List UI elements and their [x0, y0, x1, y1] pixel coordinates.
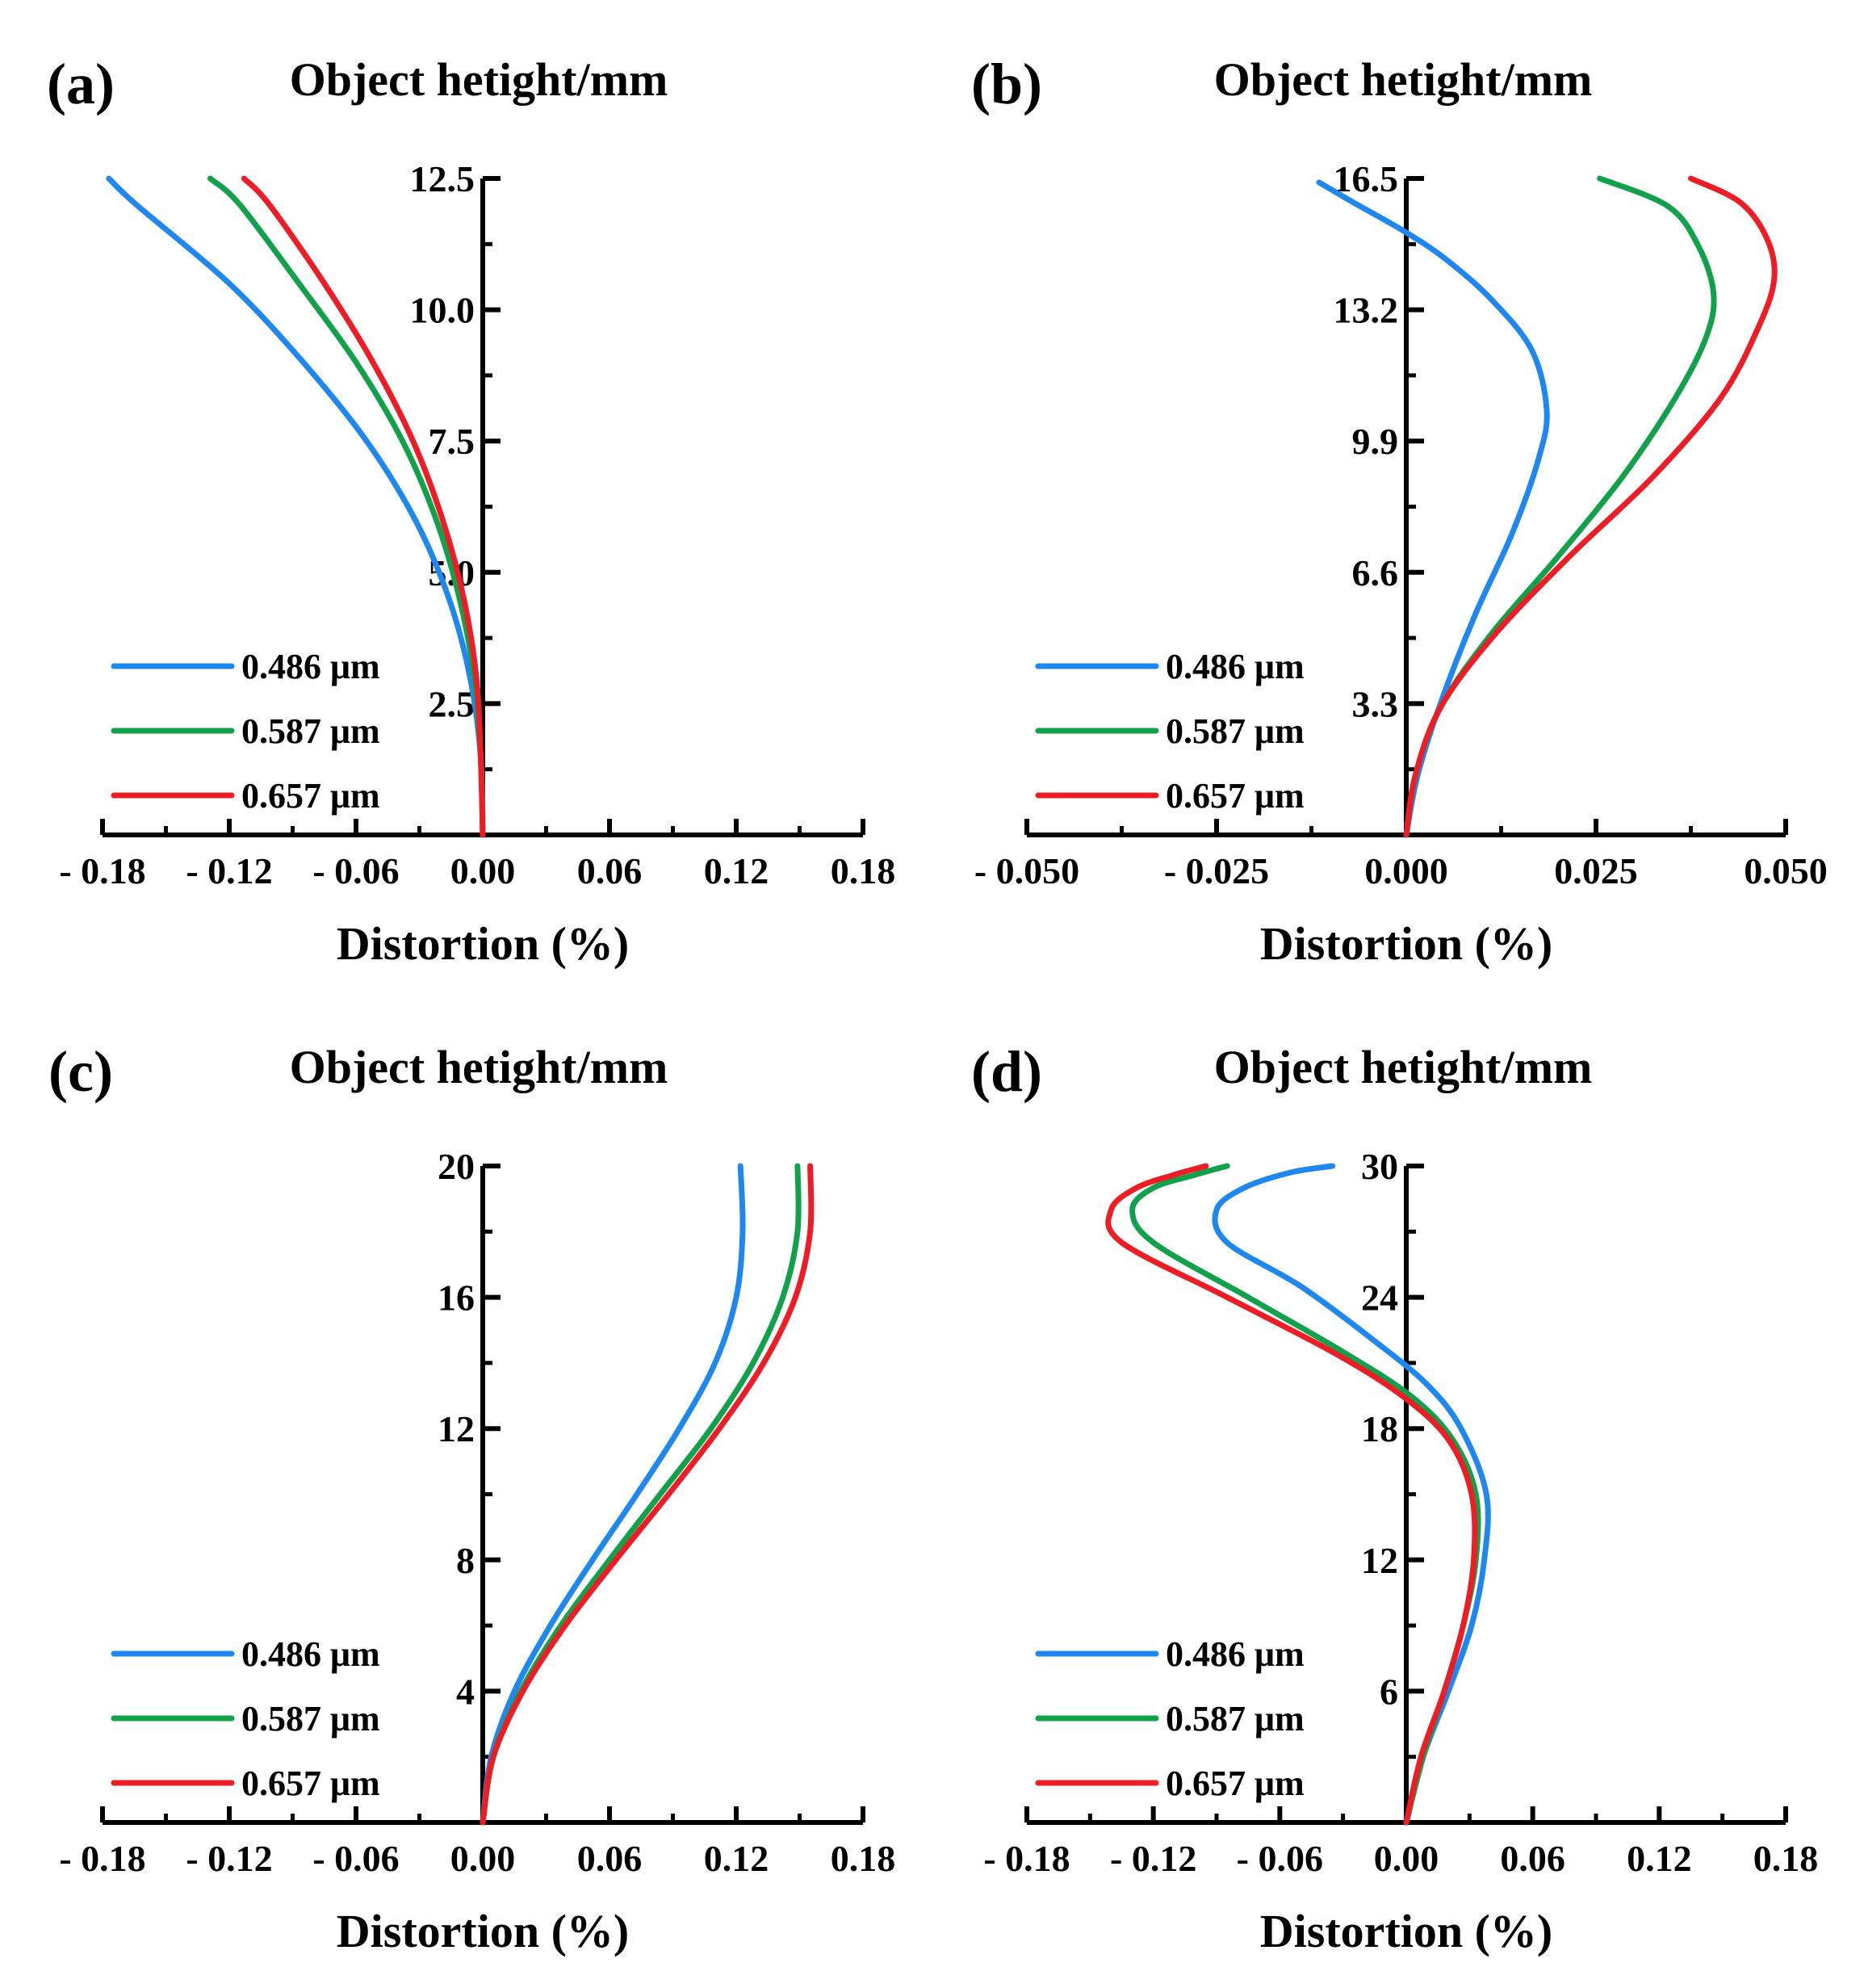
y-axis-title: Object hetight/mm	[1214, 1041, 1593, 1093]
chart-panel-a: (a) Object hetight/mm - 0.18 - 0.12 - 0.06 0.…	[47, 52, 895, 970]
legend-label-2: 0.587 μm	[241, 1699, 380, 1738]
series-line-2	[480, 1163, 802, 1826]
y-tick-label: 16.5	[1334, 158, 1399, 199]
y-tick-label: 3.3	[1352, 683, 1399, 724]
chart-panel-c: (c) Object hetight/mm - 0.18 - 0.12 - 0.06 0.…	[48, 1039, 895, 1957]
x-tick-label: 0.06	[1500, 1838, 1565, 1879]
y-tick-label: 9.9	[1352, 421, 1399, 462]
y-tick-label: 6.6	[1352, 552, 1399, 593]
x-tick-label: - 0.025	[1164, 850, 1269, 891]
legend-label-3: 0.657 μm	[241, 1764, 380, 1803]
x-tick-label: 0.00	[450, 1838, 516, 1879]
x-tick-label: - 0.06	[312, 1838, 399, 1879]
x-tick-label: 0.12	[704, 850, 769, 891]
series-line-1	[480, 1163, 746, 1826]
x-tick-label: 0.12	[1627, 1838, 1692, 1879]
legend-label-3: 0.657 μm	[1166, 1764, 1305, 1803]
x-tick-label: - 0.050	[974, 850, 1079, 891]
y-tick-label: 6	[1380, 1671, 1398, 1712]
y-tick-label: 12.5	[410, 158, 475, 199]
series-line-3	[241, 175, 486, 838]
y-tick-label: 13.2	[1334, 290, 1399, 331]
x-tick-label: - 0.18	[59, 1838, 145, 1879]
x-tick-label: 0.06	[577, 850, 643, 891]
legend-label-1: 0.486 μm	[1166, 647, 1305, 686]
y-tick-label: 10.0	[410, 290, 475, 331]
y-tick-label: 16	[438, 1277, 475, 1319]
x-axis-title: Distortion (%)	[1260, 917, 1552, 970]
x-axis-title: Distortion (%)	[337, 1905, 629, 1957]
x-tick-label: - 0.06	[312, 850, 399, 891]
series-line-1	[1316, 179, 1550, 838]
y-tick-label: 2.5	[429, 683, 475, 724]
x-tick-label: - 0.12	[186, 1838, 272, 1879]
y-axis-title: Object hetight/mm	[290, 1041, 668, 1093]
series-line-3	[1403, 175, 1778, 838]
legend-label-2: 0.587 μm	[1166, 711, 1305, 751]
series-line-3	[1105, 1163, 1478, 1826]
series-line-3	[480, 1163, 815, 1826]
x-tick-label: 0.00	[1374, 1838, 1439, 1879]
legend-label-1: 0.486 μm	[1166, 1634, 1305, 1674]
x-axis-title: Distortion (%)	[337, 917, 629, 970]
legend-label-1: 0.486 μm	[241, 647, 380, 686]
chart-panel-d: (d) Object hetight/mm - 0.18 - 0.12 - 0.06 0.…	[971, 1039, 1818, 1957]
legend-label-3: 0.657 μm	[1166, 776, 1305, 816]
y-axis-title: Object hetight/mm	[1214, 53, 1593, 106]
y-tick-label: 30	[1361, 1146, 1398, 1187]
panel-label: (d)	[971, 1039, 1042, 1104]
y-axis-title: Object hetight/mm	[290, 53, 668, 106]
chart-panel-b: (b) Object hetight/mm - 0.050 - 0.025 0.000 0…	[971, 52, 1828, 970]
legend-label-2: 0.587 μm	[1166, 1699, 1305, 1738]
x-tick-label: 0.18	[1753, 1838, 1819, 1879]
y-tick-label: 7.5	[429, 421, 475, 462]
x-tick-label: 0.00	[450, 850, 516, 891]
panel-label: (c)	[48, 1039, 113, 1104]
y-tick-label: 8	[456, 1540, 475, 1581]
x-axis-title: Distortion (%)	[1260, 1905, 1552, 1957]
x-tick-label: - 0.18	[983, 1838, 1070, 1879]
x-tick-label: - 0.18	[59, 850, 145, 891]
legend-label-3: 0.657 μm	[241, 776, 380, 816]
y-tick-label: 18	[1361, 1408, 1398, 1449]
legend-label-1: 0.486 μm	[241, 1634, 380, 1674]
y-tick-label: 12	[1361, 1540, 1398, 1581]
y-tick-label: 24	[1361, 1277, 1398, 1319]
x-tick-label: 0.000	[1364, 850, 1448, 891]
x-tick-label: 0.050	[1744, 850, 1828, 891]
y-tick-label: 4	[456, 1671, 475, 1712]
legend-label-2: 0.587 μm	[241, 711, 380, 751]
x-tick-label: - 0.06	[1237, 1838, 1323, 1879]
series-line-1	[1212, 1163, 1491, 1826]
x-tick-label: 0.18	[831, 850, 896, 891]
panel-label: (b)	[971, 52, 1042, 116]
x-tick-label: 0.06	[577, 1838, 643, 1879]
x-tick-label: 0.18	[831, 1838, 896, 1879]
x-tick-label: - 0.12	[186, 850, 272, 891]
panel-label: (a)	[47, 52, 115, 116]
x-tick-label: 0.025	[1554, 850, 1638, 891]
x-tick-label: 0.12	[704, 1838, 769, 1879]
series-line-2	[1403, 175, 1717, 838]
x-tick-label: - 0.12	[1110, 1838, 1196, 1879]
y-tick-label: 12	[438, 1408, 475, 1449]
y-tick-label: 20	[438, 1146, 475, 1187]
